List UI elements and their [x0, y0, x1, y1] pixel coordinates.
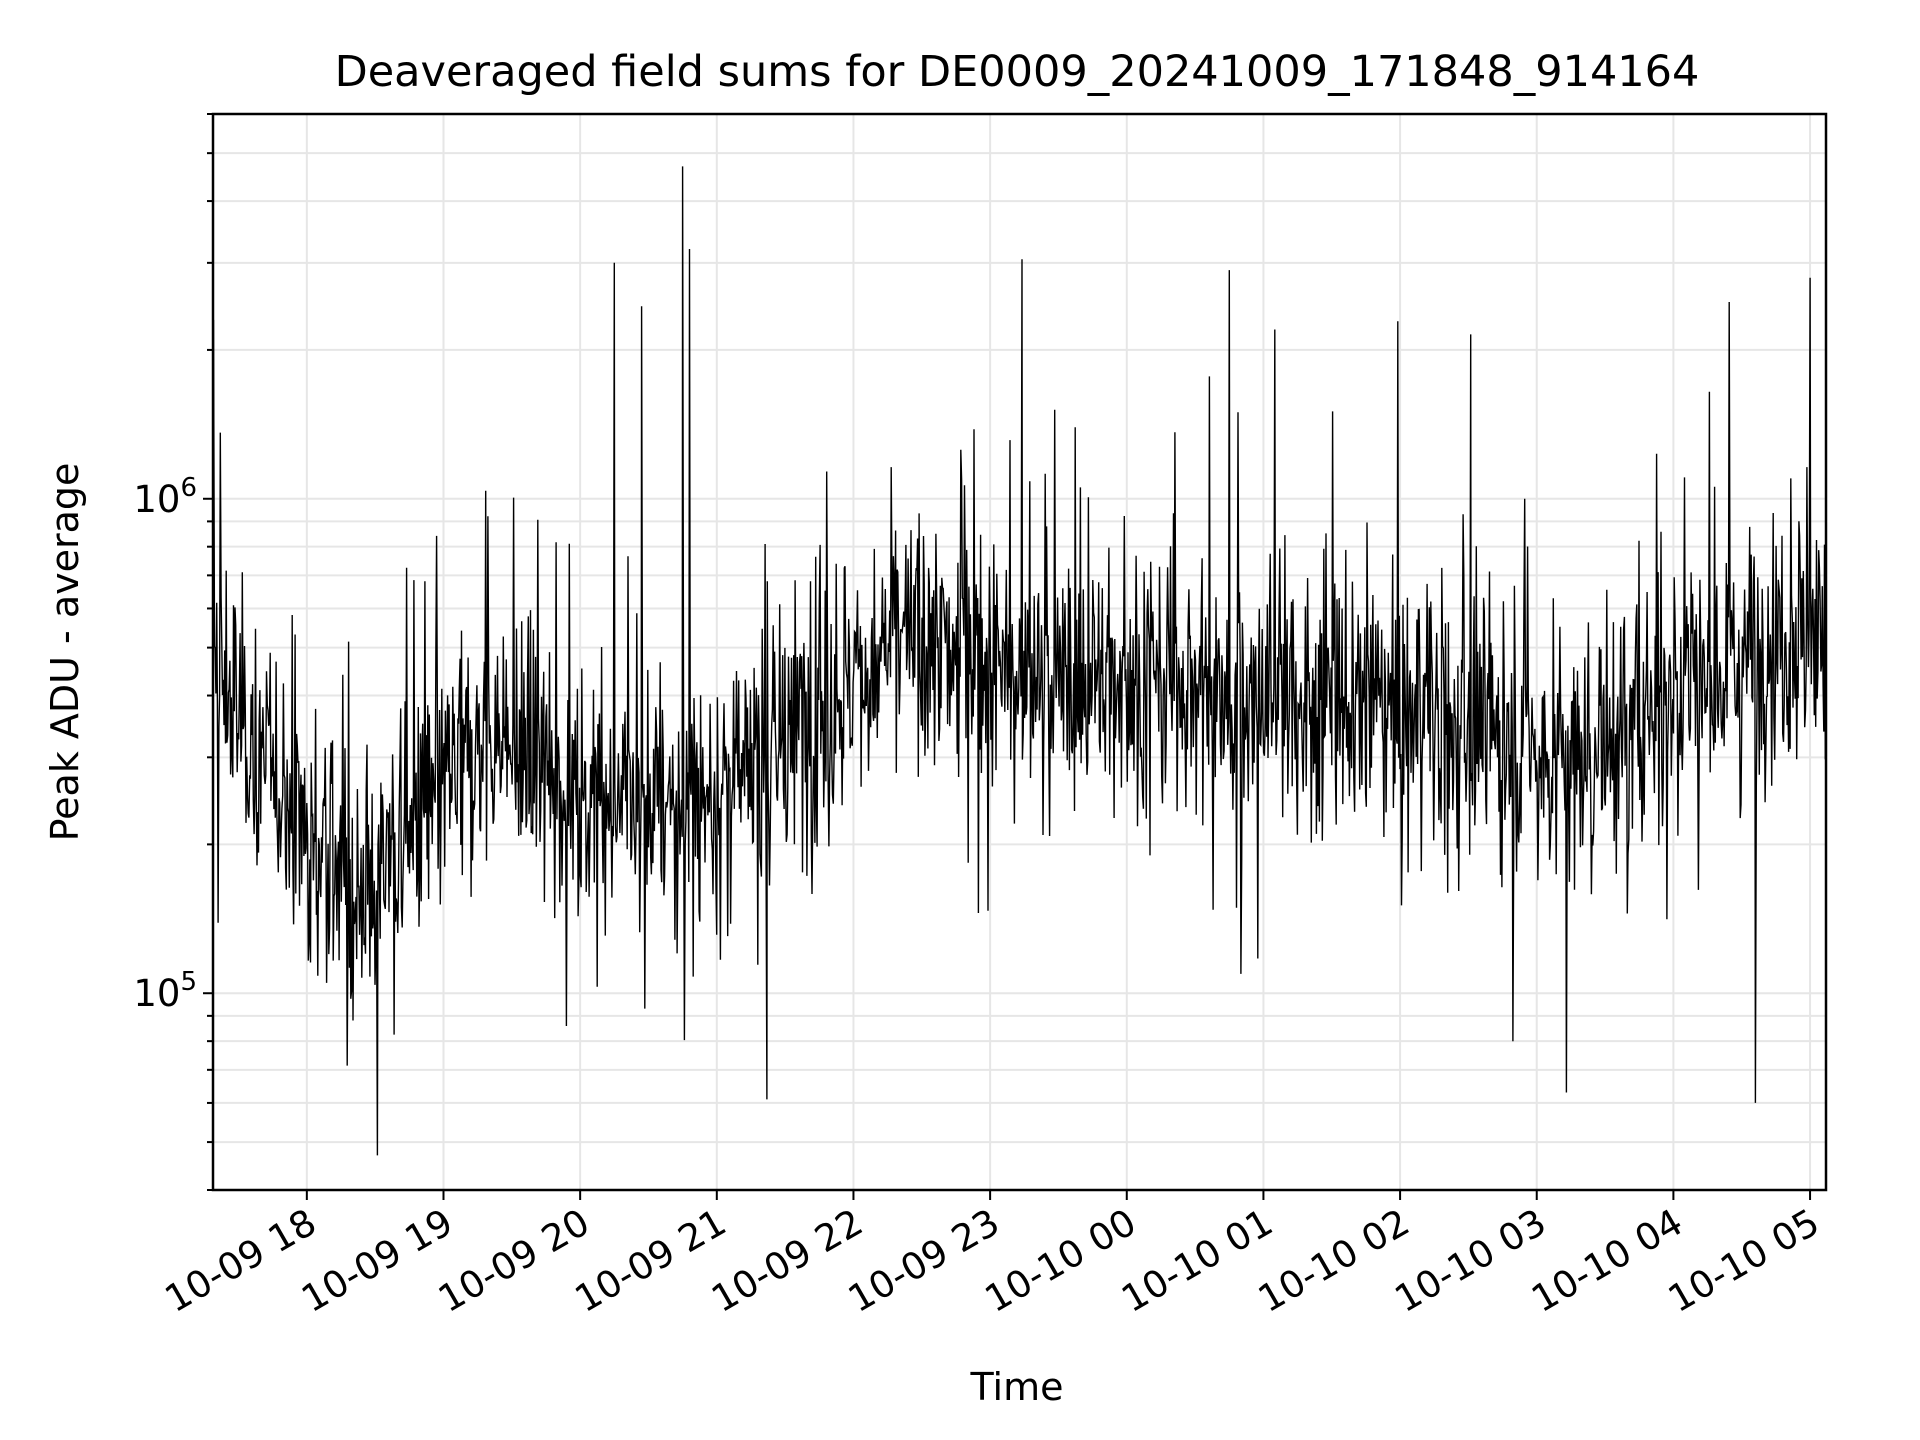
y-axis: 105 106 [133, 113, 213, 1191]
x-tick-label: 10-10 01 [1114, 1201, 1280, 1321]
grid [213, 113, 1826, 1191]
x-tick-label: 10-09 21 [568, 1201, 734, 1321]
x-tick-label: 10-09 22 [704, 1201, 870, 1321]
x-tick-label: 10-09 19 [294, 1201, 460, 1321]
x-tick-label: 10-10 05 [1661, 1201, 1827, 1321]
x-tick-label: 10-09 18 [158, 1201, 324, 1321]
series-line [212, 166, 1827, 1156]
x-tick-label: 10-09 20 [431, 1201, 597, 1321]
y-tick-label: 106 [133, 473, 197, 521]
chart-title: Deaveraged field sums for DE0009_2024100… [335, 47, 1700, 97]
x-tick-label: 10-10 00 [978, 1201, 1144, 1321]
x-axis-label: Time [970, 1365, 1064, 1409]
x-tick-label: 10-10 03 [1388, 1201, 1554, 1321]
x-tick-label: 10-10 02 [1251, 1201, 1417, 1321]
plot-frame [211, 112, 1828, 1192]
y-axis-label: Peak ADU - average [43, 463, 87, 842]
x-tick-label: 10-09 23 [841, 1201, 1007, 1321]
y-tick-label: 105 [133, 967, 197, 1015]
x-tick-label: 10-10 04 [1524, 1201, 1690, 1321]
